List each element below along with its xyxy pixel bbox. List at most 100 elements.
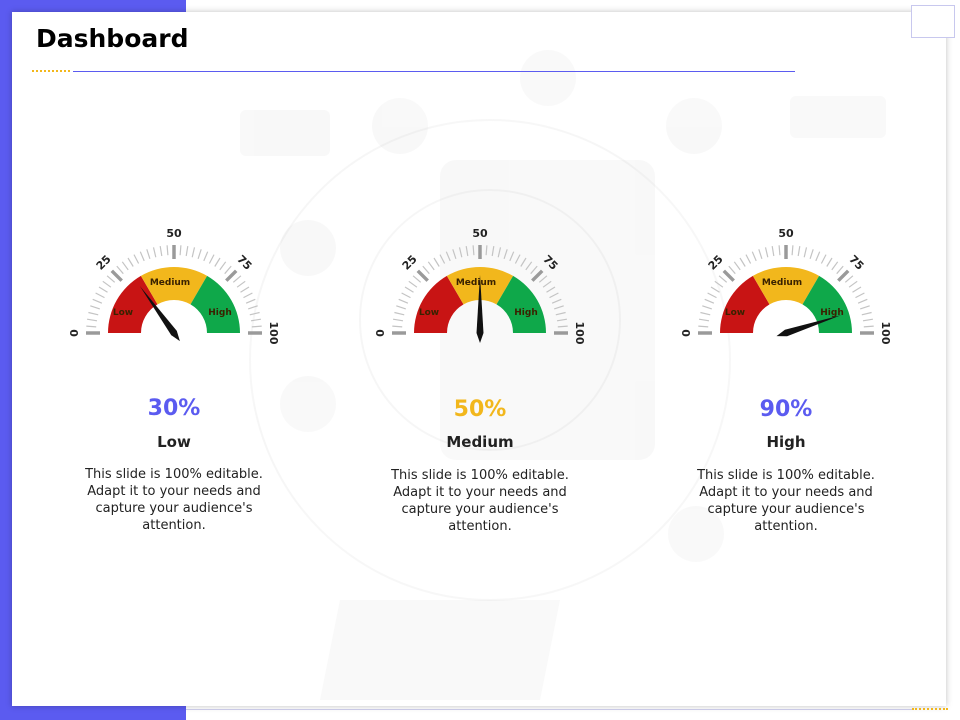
gauge-minor-tick (809, 249, 814, 259)
gauge-minor-tick (514, 254, 521, 264)
gauge-minor-tick (127, 257, 134, 267)
gauge-minor-tick (739, 257, 746, 267)
background-calculator-icon (280, 376, 336, 432)
zone-label-medium: Medium (762, 278, 802, 288)
bottom-accent-bar (0, 706, 186, 720)
gauge-minor-tick (197, 249, 202, 259)
gauge-minor-tick (710, 286, 720, 293)
gauge-minor-tick (445, 251, 451, 262)
gauge-minor-tick (404, 286, 414, 293)
gauge-minor-tick (121, 261, 129, 271)
gauge-minor-tick (728, 265, 736, 275)
gauge-minor-tick (98, 286, 108, 293)
gauge-minor-tick (86, 325, 97, 328)
gauge-minor-tick (146, 249, 151, 259)
gauge-minor-tick (831, 261, 839, 271)
gauge-minor-tick (698, 325, 709, 328)
gauge-minor-tick (224, 265, 232, 275)
gauge-description: This slide is 100% editable. Adapt it to… (85, 467, 263, 533)
zone-label-medium: Medium (456, 278, 496, 288)
zone-label-high: High (820, 308, 843, 318)
scale-label-25: 25 (94, 253, 114, 273)
scale-label-0: 0 (68, 329, 81, 337)
gauge-minor-tick (844, 275, 854, 283)
gauge-minor-tick (860, 305, 870, 310)
gauge-minor-tick (538, 275, 548, 283)
background-gear-icon (520, 50, 576, 106)
gauge-minor-tick (758, 249, 763, 259)
gauge-minor-tick (394, 311, 405, 316)
gauge-minor-tick (214, 257, 221, 267)
gauge-ticks (392, 245, 568, 335)
gauge-minor-tick (472, 245, 475, 256)
gauge-zone-medium (140, 266, 208, 305)
gauge-minor-tick (751, 251, 757, 262)
gauge-major-tick (225, 269, 238, 282)
gauge-minor-tick (232, 275, 242, 283)
gauge-minor-tick (398, 298, 409, 304)
gauge-minor-tick (245, 298, 256, 304)
gauge-major-tick (722, 269, 735, 282)
gauge-minor-tick (836, 265, 844, 275)
scale-label-0: 0 (680, 329, 693, 337)
gauge-minor-tick (530, 265, 538, 275)
scale-label-50: 50 (778, 227, 794, 240)
gauge-minor-tick (393, 318, 404, 322)
gauge-minor-tick (139, 251, 145, 262)
gauge-needle (776, 315, 842, 337)
gauge-minor-tick (862, 318, 873, 322)
gauge-minor-tick (92, 298, 103, 304)
gauge-needle (476, 275, 484, 343)
gauge-level-label: Medium (446, 433, 514, 451)
gauge-minor-tick (396, 305, 406, 310)
background-search-icon (280, 220, 336, 276)
gauge-minor-tick (863, 325, 874, 328)
background-ring-inner (359, 189, 621, 451)
gauge-minor-tick (549, 292, 559, 299)
gauge-level-label: Low (157, 433, 191, 451)
gauge-high: Low Medium High 0 25 50 75 100 (680, 227, 892, 345)
gauge-minor-tick (546, 286, 556, 293)
gauge-minor-tick (733, 261, 741, 271)
gauge-minor-tick (820, 254, 827, 264)
gauge-minor-tick (116, 265, 124, 275)
gauge-minor-tick (133, 254, 140, 264)
gauge-percent: 50% (453, 397, 507, 422)
gauge-minor-tick (509, 251, 515, 262)
gauge-minor-tick (185, 246, 189, 257)
gauge-minor-tick (408, 280, 418, 288)
gauge-minor-tick (88, 311, 99, 316)
gauge-minor-tick (718, 275, 728, 283)
gauge-minor-tick (422, 265, 430, 275)
gauge-zone-high (802, 275, 852, 333)
gauge-minor-tick (203, 251, 209, 262)
gauge-description: This slide is 100% editable. Adapt it to… (697, 468, 875, 534)
slide-frame (12, 12, 946, 706)
gauge-minor-tick (556, 318, 567, 322)
gauge-minor-tick (219, 261, 227, 271)
gauge-minor-tick (250, 318, 261, 322)
gauge-minor-tick (412, 275, 422, 283)
gauge-minor-tick (745, 254, 752, 264)
gauge-minor-tick (503, 249, 508, 259)
gauge-minor-tick (497, 247, 502, 258)
gauge-minor-tick (702, 305, 712, 310)
gauge-minor-tick (491, 246, 495, 257)
title-divider (73, 71, 795, 72)
gauge-minor-tick (251, 325, 262, 328)
gauge-minor-tick (106, 275, 116, 283)
gauge-ticks (698, 245, 874, 335)
corner-frame-box (911, 5, 955, 38)
gauge-minor-tick (208, 254, 215, 264)
gauge-minor-tick (557, 325, 568, 328)
gauge-minor-tick (159, 246, 163, 257)
gauge-minor-tick (102, 280, 112, 288)
gauge-minor-tick (699, 318, 710, 322)
scale-label-25: 25 (400, 253, 420, 273)
zone-label-low: Low (725, 308, 745, 318)
gauge-minor-tick (452, 249, 457, 259)
scale-label-0: 0 (374, 329, 387, 337)
gauge-minor-tick (520, 257, 527, 267)
gauge-minor-tick (485, 245, 488, 256)
